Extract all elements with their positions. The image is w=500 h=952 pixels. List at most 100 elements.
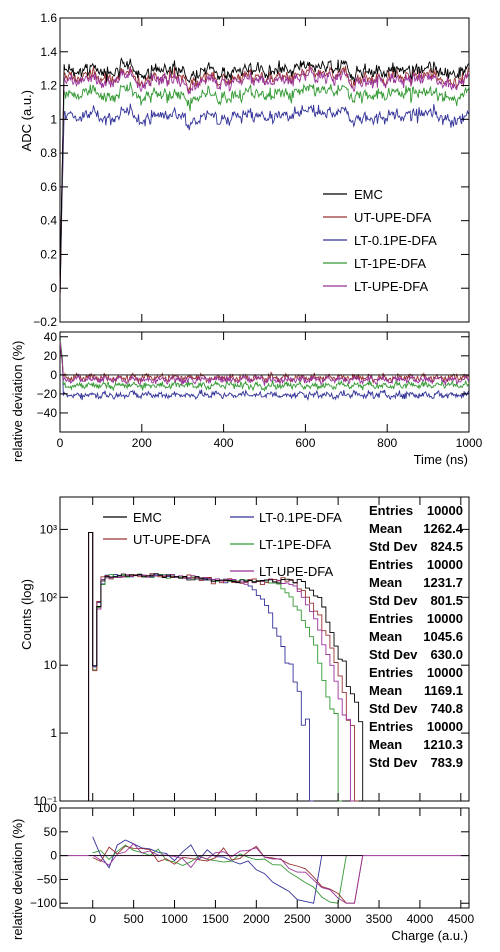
stats-lt-01pe-entries-value: 10000 bbox=[427, 611, 463, 626]
waveform-deviation-series-lt-0-1pe-dfa bbox=[59, 341, 470, 401]
stats-lt-upe-entries-value: 10000 bbox=[427, 719, 463, 734]
waveform-y-tick-label: 1.6 bbox=[40, 11, 57, 25]
waveform-y-tick-label: 1 bbox=[50, 112, 57, 126]
waveform-deviation-series-lt-1pe-dfa bbox=[59, 336, 470, 392]
waveform-y-tick-label: 0.6 bbox=[40, 180, 57, 194]
charge-deviation-y-tick-label: 100 bbox=[37, 801, 57, 815]
stats-emc-entries-label: Entries bbox=[369, 503, 413, 518]
charge-deviation-x-tick-label: 3000 bbox=[325, 912, 352, 926]
charge-y-tick-label: 10² bbox=[40, 590, 57, 604]
stats-lt-1pe: Entries 10000 Mean 1169.1 Std Dev 740.8 bbox=[369, 665, 463, 716]
charge-deviation-x-tick-label: 0 bbox=[89, 912, 96, 926]
charge-deviation-series-lt-1pe-dfa bbox=[92, 844, 363, 904]
waveform-deviation-series-ut-upe-dfa bbox=[59, 341, 470, 385]
waveform-deviation-x-tick-label: 800 bbox=[377, 436, 397, 450]
waveform-y-tick-label: 0.8 bbox=[40, 146, 57, 160]
legend-label-lt-01pe: LT-0.1PE-DFA bbox=[354, 233, 437, 248]
charge-deviation-x-tick-label: 4000 bbox=[407, 912, 434, 926]
adc-axis-title: ADC (a.u.) bbox=[19, 90, 34, 151]
charge-deviation-y-tick-label: 0 bbox=[50, 849, 57, 863]
waveform-series-emc bbox=[59, 57, 470, 297]
charge-legend-label-lt-upe: LT-UPE-DFA bbox=[259, 564, 333, 579]
counts-axis-title: Counts (log) bbox=[19, 579, 34, 650]
charge-deviation-y-tick-label: −100 bbox=[30, 896, 57, 910]
waveform-deviation-series-lt-upe-dfa bbox=[59, 341, 470, 386]
charge-deviation-y-tick-label: −50 bbox=[37, 872, 58, 886]
legend-label-lt-upe: LT-UPE-DFA bbox=[354, 279, 428, 294]
stats-emc-mean-value: 1262.4 bbox=[423, 521, 464, 536]
charge-y-tick-label: 10³ bbox=[40, 522, 57, 536]
waveform-frame bbox=[59, 17, 470, 323]
charge-series-emc bbox=[88, 532, 367, 802]
charge-deviation-x-tick-label: 3500 bbox=[366, 912, 393, 926]
stats-lt-1pe-entries-value: 10000 bbox=[427, 665, 463, 680]
charge-deviation-x-tick-label: 2500 bbox=[284, 912, 311, 926]
waveform-deviation-y-tick-label: 20 bbox=[44, 349, 58, 363]
stats-ut-upe-mean-label: Mean bbox=[369, 575, 402, 590]
waveform-deviation-x-tick-label: 400 bbox=[214, 436, 234, 450]
waveform-deviation-y-tick-label: 40 bbox=[44, 330, 58, 344]
waveform-deviation-x-tick-label: 600 bbox=[295, 436, 315, 450]
stats-lt-01pe-mean-value: 1045.6 bbox=[423, 629, 463, 644]
waveform-y-tick-label: 0.2 bbox=[40, 247, 57, 261]
waveform-deviation-x-tick-label: 200 bbox=[132, 436, 152, 450]
stats-emc-std-label: Std Dev bbox=[369, 539, 418, 554]
stats-lt-01pe-std-label: Std Dev bbox=[369, 647, 418, 662]
charge-axis-title: Charge (a.u.) bbox=[391, 928, 468, 943]
charge-y-tick-label: 10 bbox=[44, 658, 58, 672]
stats-lt-01pe-std-value: 630.0 bbox=[430, 647, 463, 662]
waveform-deviation-y-tick-label: 0 bbox=[50, 368, 57, 382]
charge-frame bbox=[59, 496, 470, 802]
charge-deviation-x-tick-label: 500 bbox=[124, 912, 144, 926]
stats-emc-mean-label: Mean bbox=[369, 521, 402, 536]
stats-ut-upe-std-label: Std Dev bbox=[369, 593, 418, 608]
stats-ut-upe-entries-label: Entries bbox=[369, 557, 413, 572]
charge-deviation-x-tick-label: 1000 bbox=[161, 912, 188, 926]
stats-lt-upe-entries-label: Entries bbox=[369, 719, 413, 734]
charge-deviation-series-lt-upe-dfa bbox=[92, 843, 364, 904]
stats-lt-1pe-std-label: Std Dev bbox=[369, 701, 418, 716]
charge-deviation-axis-title: relative deviation (%) bbox=[10, 819, 25, 940]
waveform-deviation-x-tick-label: 0 bbox=[57, 436, 64, 450]
charge-deviation-x-tick-label: 1500 bbox=[202, 912, 229, 926]
charge-legend-label-lt-01pe: LT-0.1PE-DFA bbox=[259, 510, 342, 525]
waveform-y-tick-label: 1.2 bbox=[40, 79, 57, 93]
waveform-deviation-axis-title: relative deviation (%) bbox=[10, 341, 25, 462]
waveform-series-lt-upe-dfa bbox=[59, 66, 470, 297]
charge-y-tick-label: 10⁻¹ bbox=[33, 794, 57, 808]
stats-lt-upe-mean-label: Mean bbox=[369, 737, 402, 752]
charge-deviation-y-tick-label: 50 bbox=[44, 825, 58, 839]
stats-lt-upe-mean-value: 1210.3 bbox=[423, 737, 463, 752]
stats-lt-upe-std-label: Std Dev bbox=[369, 755, 418, 770]
stats-emc-std-value: 824.5 bbox=[430, 539, 463, 554]
waveform-y-tick-label: −0.2 bbox=[33, 315, 57, 329]
charge-deviation-series-lt-0-1pe-dfa bbox=[92, 836, 363, 904]
stats-ut-upe: Entries 10000 Mean 1231.7 Std Dev 801.5 bbox=[369, 557, 463, 608]
charge-y-tick-label: 1 bbox=[50, 726, 57, 740]
stats-ut-upe-entries-value: 10000 bbox=[427, 557, 463, 572]
stats-ut-upe-std-value: 801.5 bbox=[430, 593, 463, 608]
stats-ut-upe-mean-value: 1231.7 bbox=[423, 575, 463, 590]
waveform-deviation-x-tick-label: 1000 bbox=[456, 436, 483, 450]
waveform-series-lt-0-1pe-dfa bbox=[59, 103, 470, 297]
waveform-deviation-y-tick-label: −20 bbox=[37, 387, 58, 401]
stats-lt-1pe-mean-label: Mean bbox=[369, 683, 402, 698]
stats-lt-1pe-mean-value: 1169.1 bbox=[424, 683, 463, 698]
waveform-y-tick-label: 1.4 bbox=[40, 45, 57, 59]
charge-legend-label-lt-1pe: LT-1PE-DFA bbox=[259, 537, 331, 552]
legend-label-ut-upe: UT-UPE-DFA bbox=[354, 210, 432, 225]
stats-lt-upe: Entries 10000 Mean 1210.3 Std Dev 783.9 bbox=[369, 719, 463, 770]
stats-lt-01pe-entries-label: Entries bbox=[369, 611, 413, 626]
waveform-y-tick-label: 0.4 bbox=[40, 214, 57, 228]
stats-lt-upe-std-value: 783.9 bbox=[430, 755, 463, 770]
charge-deviation-frame bbox=[59, 807, 470, 909]
time-axis-title: Time (ns) bbox=[414, 452, 468, 467]
waveform-series-lt-1pe-dfa bbox=[59, 81, 470, 297]
stats-lt-1pe-std-value: 740.8 bbox=[430, 701, 463, 716]
charge-deviation-x-tick-label: 4500 bbox=[447, 912, 474, 926]
charge-legend: EMC UT-UPE-DFA LT-0.1PE-DFA LT-1PE-DFA L… bbox=[103, 510, 342, 579]
charge-legend-label-ut-upe: UT-UPE-DFA bbox=[133, 532, 211, 547]
charge-deviation-x-tick-label: 2000 bbox=[243, 912, 270, 926]
charge-legend-label-emc: EMC bbox=[133, 510, 162, 525]
